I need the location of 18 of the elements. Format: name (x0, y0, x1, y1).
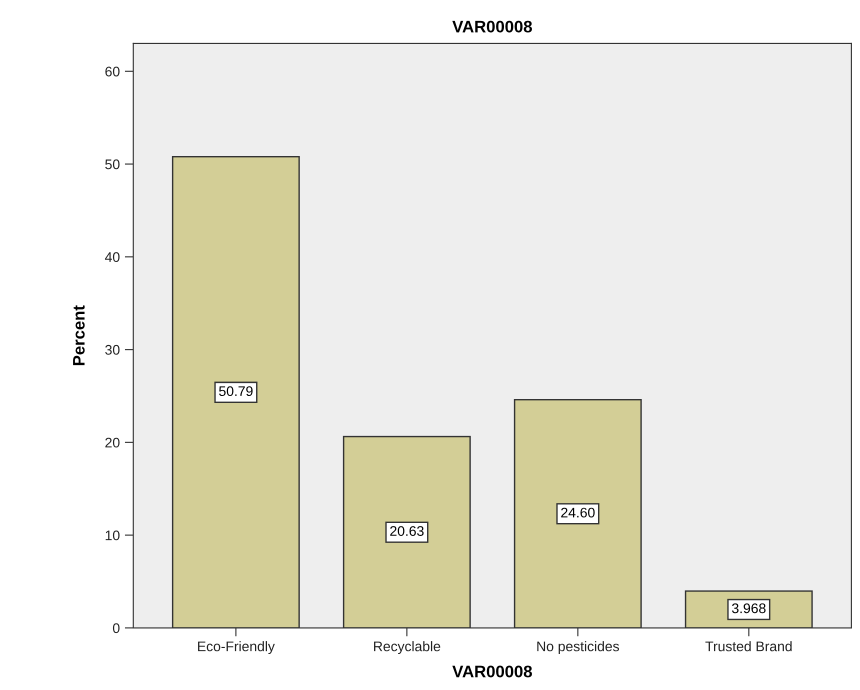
chart-title: VAR00008 (452, 20, 532, 33)
y-tick-label: 0 (112, 623, 120, 634)
x-tick-label: Eco-Friendly (198, 641, 275, 654)
y-tick-label: 60 (105, 66, 120, 76)
x-tick-label: Recyclable (374, 641, 440, 654)
y-tick-label: 20 (105, 438, 120, 448)
y-tick-label: 30 (105, 344, 120, 355)
y-tick-label: 40 (104, 252, 120, 262)
data-label: 3.968 (732, 603, 766, 614)
y-axis-title: Percent (73, 305, 85, 366)
data-label: 20.63 (390, 526, 424, 536)
y-tick-label: 50 (105, 159, 120, 170)
data-label: 24.60 (561, 508, 595, 518)
data-label: 50.79 (219, 386, 253, 396)
y-tick-label: 10 (106, 530, 120, 540)
x-tick-label: Trusted Brand (705, 641, 792, 652)
x-tick-label: No pesticides (537, 641, 620, 654)
x-axis-title: VAR00008 (452, 666, 532, 678)
